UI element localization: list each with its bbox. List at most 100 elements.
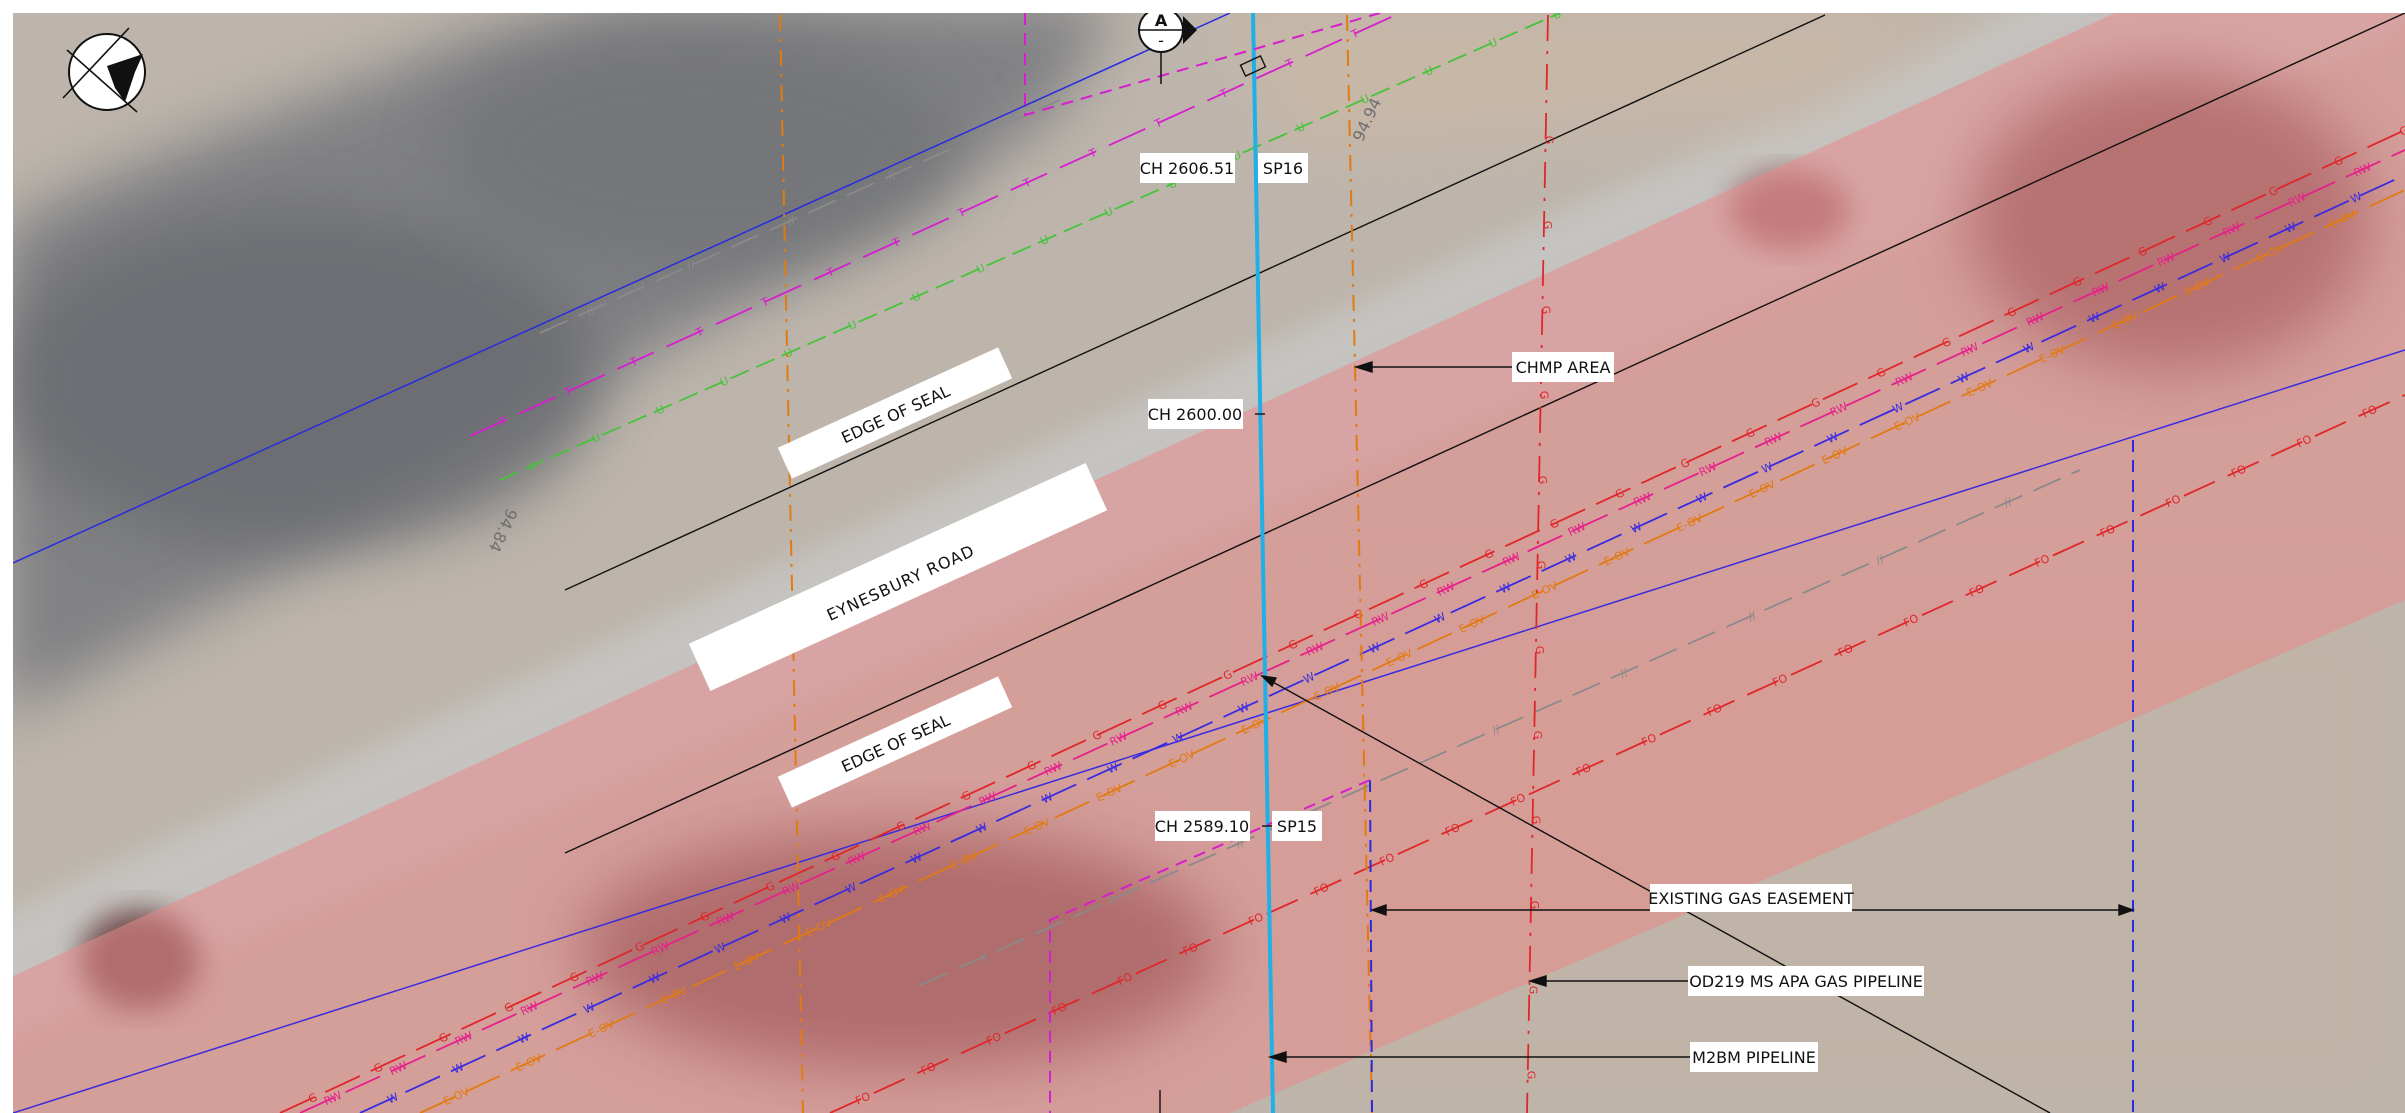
gas-vertical-code: G	[1541, 221, 1554, 230]
chainage-line	[1251, 13, 1275, 1113]
north-arrow-icon	[62, 27, 146, 113]
gas-easement-corridor	[13, 13, 2405, 1113]
water-line-code: W	[2152, 280, 2167, 296]
chainage-label-2600: CH 2600.00	[1148, 399, 1243, 429]
water-line-code: W	[712, 940, 727, 956]
water-line-code: W	[2021, 340, 2036, 356]
fibre-optic-line-code: FO	[1574, 761, 1593, 779]
svg-text:CH 2589.10: CH 2589.10	[1155, 817, 1249, 836]
gas-vertical-code: G	[1539, 306, 1552, 315]
gas-vertical-code: G	[1543, 136, 1556, 145]
fibre-optic-line-code: FO	[1312, 880, 1331, 898]
water-line-code: W	[1236, 700, 1251, 716]
chainage-label-2589: CH 2589.10 SP15	[1155, 811, 1322, 841]
svg-text:M2BM PIPELINE: M2BM PIPELINE	[1692, 1048, 1816, 1067]
water-line-code: W	[1825, 430, 1840, 446]
lot-boundary-upper	[1024, 13, 1381, 117]
water-line-code: W	[974, 820, 989, 836]
water-line-code: W	[451, 1060, 466, 1076]
fibre-optic-line-code: FO	[1705, 701, 1724, 719]
fibre-optic-line-code: FO	[1050, 1000, 1069, 1018]
water-line-code: W	[1760, 460, 1775, 476]
orange-dashed-line-right	[1346, 14, 1373, 1113]
gas-vertical-code: G	[1538, 391, 1551, 400]
gas-vertical-code: G	[1526, 986, 1539, 995]
fibre-optic-line-code: FO	[1378, 850, 1397, 868]
water-line-code: W	[1040, 790, 1055, 806]
water-line-code: W	[1367, 640, 1382, 656]
fibre-optic-line-code: FO	[2033, 552, 2052, 570]
fibre-optic-line-code: FO	[1181, 940, 1200, 958]
fibre-optic-line-code: FO	[919, 1059, 938, 1077]
water-line-code: W	[1171, 730, 1186, 746]
boundary-line	[13, 13, 1231, 564]
water-line-code: W	[2087, 310, 2102, 326]
service-lines	[13, 13, 2405, 1113]
water-line-code: W	[1498, 580, 1513, 596]
svg-text:SP16: SP16	[1263, 159, 1303, 178]
fibre-optic-line-code: FO	[1836, 641, 1855, 659]
fibre-optic-line-code: FO	[984, 1030, 1003, 1048]
water-line-code: W	[582, 1000, 597, 1016]
gas-vertical-code: G	[1528, 901, 1541, 910]
gas-vertical-line	[1526, 14, 1549, 1113]
apa-pipeline-label: OD219 MS APA GAS PIPELINE	[1688, 966, 1924, 996]
fibre-optic-line: FO FO FO FO FO FO FO FO FO FO FO FO FO FO FO FO FO FO FO FO…	[829, 394, 2405, 1113]
section-marker-sub: -	[1158, 31, 1164, 50]
fibre-optic-line-code: FO	[2164, 492, 2183, 510]
svg-text:EXISTING GAS EASEMENT: EXISTING GAS EASEMENT	[1648, 889, 1854, 908]
m2bm-pipeline-label: M2BM PIPELINE	[1690, 1042, 1818, 1072]
edge-of-seal-line-top	[564, 14, 1826, 591]
svg-text:SP15: SP15	[1277, 817, 1317, 836]
water-line-code: W	[385, 1090, 400, 1106]
gas-line-code: G	[2397, 123, 2405, 138]
gas-vertical-code: G	[1531, 731, 1544, 740]
fibre-optic-line-code: FO	[2295, 432, 2314, 450]
water-line-code: W	[1432, 610, 1447, 626]
unknown-service-line-code: U	[1551, 7, 1564, 22]
water-line-code: W	[778, 910, 793, 926]
fibre-optic-line-code: FO	[1640, 731, 1659, 749]
edge-of-seal-line-bottom	[564, 13, 2405, 854]
water-line-code: W	[843, 880, 858, 896]
section-marker-letter: A	[1155, 11, 1168, 30]
gas-vertical-code: G	[1534, 561, 1547, 570]
fibre-optic-line-code: FO	[1967, 582, 1986, 600]
water-line-code: W	[1890, 400, 1905, 416]
svg-text:CH 2606.51: CH 2606.51	[1140, 159, 1234, 178]
fibre-optic-line-code: FO	[1771, 671, 1790, 689]
gas-easement-label: EXISTING GAS EASEMENT	[1648, 884, 1854, 912]
fibre-optic-line-code: FO	[1247, 910, 1266, 928]
fibre-optic-line-code: FO	[1443, 821, 1462, 839]
water-line-code: W	[1694, 490, 1709, 506]
orange-dashed-line-left	[779, 14, 804, 1113]
vertical-lines: G G G G G G G G G G G G	[779, 13, 2134, 1113]
fibre-optic-line-code: FO	[2229, 462, 2248, 480]
water-line-code: W	[2283, 220, 2298, 236]
easement-bound-left	[1369, 779, 1373, 1113]
fibre-optic-line-code: FO	[1115, 970, 1134, 988]
gas-vertical-code: G	[1536, 476, 1549, 485]
chainage-label-2606: CH 2606.51 SP16	[1140, 153, 1308, 183]
water-line-code: W	[1563, 550, 1578, 566]
fibre-optic-line-code: FO	[853, 1089, 872, 1107]
fibre-optic-line-code: FO	[1902, 612, 1921, 630]
water-line-code: W	[516, 1030, 531, 1046]
water-line-code: W	[2349, 190, 2364, 206]
gas-vertical-code: G	[1533, 646, 1546, 655]
svg-text:CH 2600.00: CH 2600.00	[1148, 405, 1242, 424]
lot-boundary-lower	[1049, 779, 1371, 1113]
gas-vertical-code: G	[1525, 1071, 1538, 1080]
water-line-code: W	[1956, 370, 1971, 386]
water-main-boundary	[13, 349, 2405, 1113]
fibre-optic-line-code: FO	[2360, 402, 2379, 420]
fibre-optic-line-code: FO	[1509, 791, 1528, 809]
water-line-code: W	[1629, 520, 1644, 536]
water-line-code: W	[2218, 250, 2233, 266]
water-line-code: W	[1105, 760, 1120, 776]
water-line-code: W	[1301, 670, 1316, 686]
water-line-code: W	[909, 850, 924, 866]
fibre-optic-line-code: FO	[2098, 522, 2117, 540]
